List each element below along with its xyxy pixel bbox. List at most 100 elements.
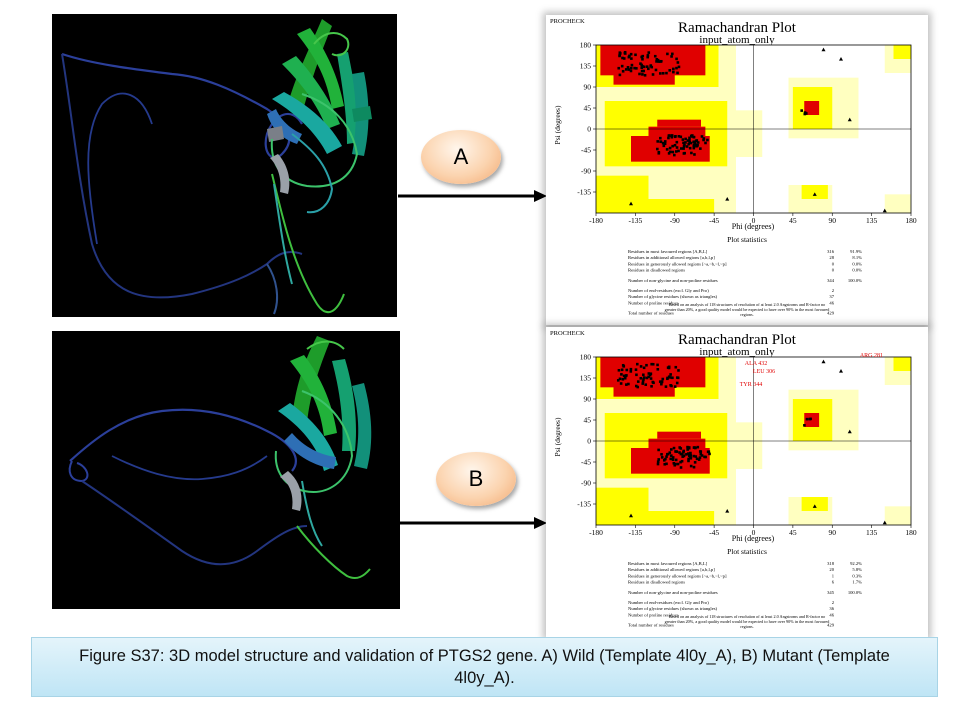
residue-point	[682, 141, 685, 145]
plot-subtitle: input_atom_only	[699, 346, 775, 358]
generously-allowed-region	[736, 110, 763, 157]
residue-point	[704, 455, 707, 459]
residue-point	[706, 450, 710, 454]
additional-allowed-region	[596, 487, 649, 511]
residue-point	[642, 65, 646, 69]
residue-point	[676, 462, 680, 466]
residue-point	[660, 456, 664, 459]
glycine-point	[821, 47, 826, 52]
residue-point	[670, 55, 673, 58]
residue-point	[623, 376, 627, 380]
residue-point	[704, 141, 707, 145]
x-tick-label: 180	[905, 216, 917, 225]
residue-point	[675, 146, 679, 149]
residue-point	[629, 367, 633, 371]
residue-point	[668, 451, 672, 454]
residue-point	[649, 372, 653, 376]
residue-point	[702, 138, 705, 142]
y-tick-label: -45	[581, 146, 591, 155]
residue-point	[642, 373, 645, 377]
stats-count: 37	[829, 294, 834, 299]
residue-point	[674, 462, 677, 466]
residue-point	[677, 134, 681, 138]
y-tick-label: 0	[587, 125, 591, 134]
ramachandran-svg-wild: PROCHECK Ramachandran Plot input_atom_on…	[550, 18, 917, 317]
residue-point	[659, 136, 662, 140]
residue-point	[656, 58, 660, 62]
residue-point	[672, 70, 675, 74]
stats-title: Plot statistics	[727, 235, 767, 244]
residue-point	[689, 464, 693, 468]
residue-point	[671, 456, 675, 459]
residue-point	[698, 456, 702, 459]
residue-point	[660, 453, 663, 456]
residue-point	[655, 60, 658, 63]
stats-label: Number of end-residues (excl. Gly and Pr…	[628, 288, 709, 293]
residue-point	[682, 454, 686, 457]
residue-point	[624, 68, 628, 71]
stats-label: Number of non-glycine and non-proline re…	[628, 590, 718, 595]
residue-point	[692, 454, 696, 458]
residue-point	[639, 376, 643, 380]
residue-point	[641, 380, 645, 383]
glycine-point	[821, 359, 826, 364]
stats-count: 318	[827, 561, 835, 566]
y-tick-label: 90	[584, 395, 592, 404]
residue-point	[669, 373, 672, 376]
residue-points	[616, 359, 887, 525]
residue-point	[618, 51, 622, 54]
x-tick-label: 0	[752, 216, 756, 225]
residue-point	[618, 54, 621, 58]
residue-point	[657, 151, 661, 154]
residue-point	[671, 150, 675, 154]
residue-point	[672, 67, 675, 71]
residue-point	[681, 138, 685, 141]
residue-point	[687, 459, 690, 463]
residue-point	[697, 458, 701, 461]
residue-point	[627, 55, 631, 59]
stats-percent: 100.0%	[848, 278, 862, 283]
x-tick-label: -90	[670, 528, 680, 537]
residue-point	[689, 141, 693, 145]
glycine-point	[629, 201, 633, 206]
residue-point	[663, 140, 667, 143]
residue-point	[679, 466, 683, 469]
residue-point	[670, 134, 674, 137]
glycine-point	[812, 504, 817, 508]
residue-point	[629, 52, 633, 56]
stats-label: Total number of residues	[628, 311, 674, 316]
most-favoured-region	[613, 385, 675, 397]
stats-label: Residues in generously allowed regions […	[628, 261, 727, 267]
glycine-point	[812, 192, 817, 196]
program-name: PROCHECK	[550, 330, 585, 337]
residue-point	[695, 457, 699, 461]
residue-point	[671, 52, 674, 56]
x-tick-label: 90	[829, 528, 837, 537]
residue-point	[663, 462, 667, 466]
residue-point	[616, 379, 620, 382]
y-tick-label: 0	[587, 437, 591, 446]
residue-point	[668, 146, 672, 150]
residue-point	[674, 458, 678, 462]
residue-point	[680, 459, 684, 463]
residue-point	[688, 146, 692, 150]
residue-point	[645, 376, 649, 380]
plot-title: Ramachandran Plot	[678, 332, 797, 348]
residue-point	[621, 377, 625, 381]
residue-point	[641, 64, 644, 68]
protein-ribbon-mutant	[68, 336, 372, 579]
stats-count: 1	[832, 573, 835, 578]
x-tick-label: 180	[905, 528, 917, 537]
residue-point	[626, 66, 630, 69]
arrow-a-icon	[398, 190, 547, 202]
residue-point	[673, 153, 676, 157]
plot-subtitle: input_atom_only	[699, 34, 775, 46]
residue-point	[695, 144, 698, 148]
x-tick-label: -180	[589, 528, 603, 537]
residue-point	[692, 146, 696, 150]
residue-point	[643, 73, 647, 77]
plot-axes: -180 -135 -90 -45 0 45 90 135 180 180 135 90 45 0 -45 -…	[577, 41, 917, 226]
residue-point	[648, 373, 652, 377]
x-axis-label: Phi (degrees)	[732, 222, 775, 231]
residue-point	[635, 67, 638, 70]
